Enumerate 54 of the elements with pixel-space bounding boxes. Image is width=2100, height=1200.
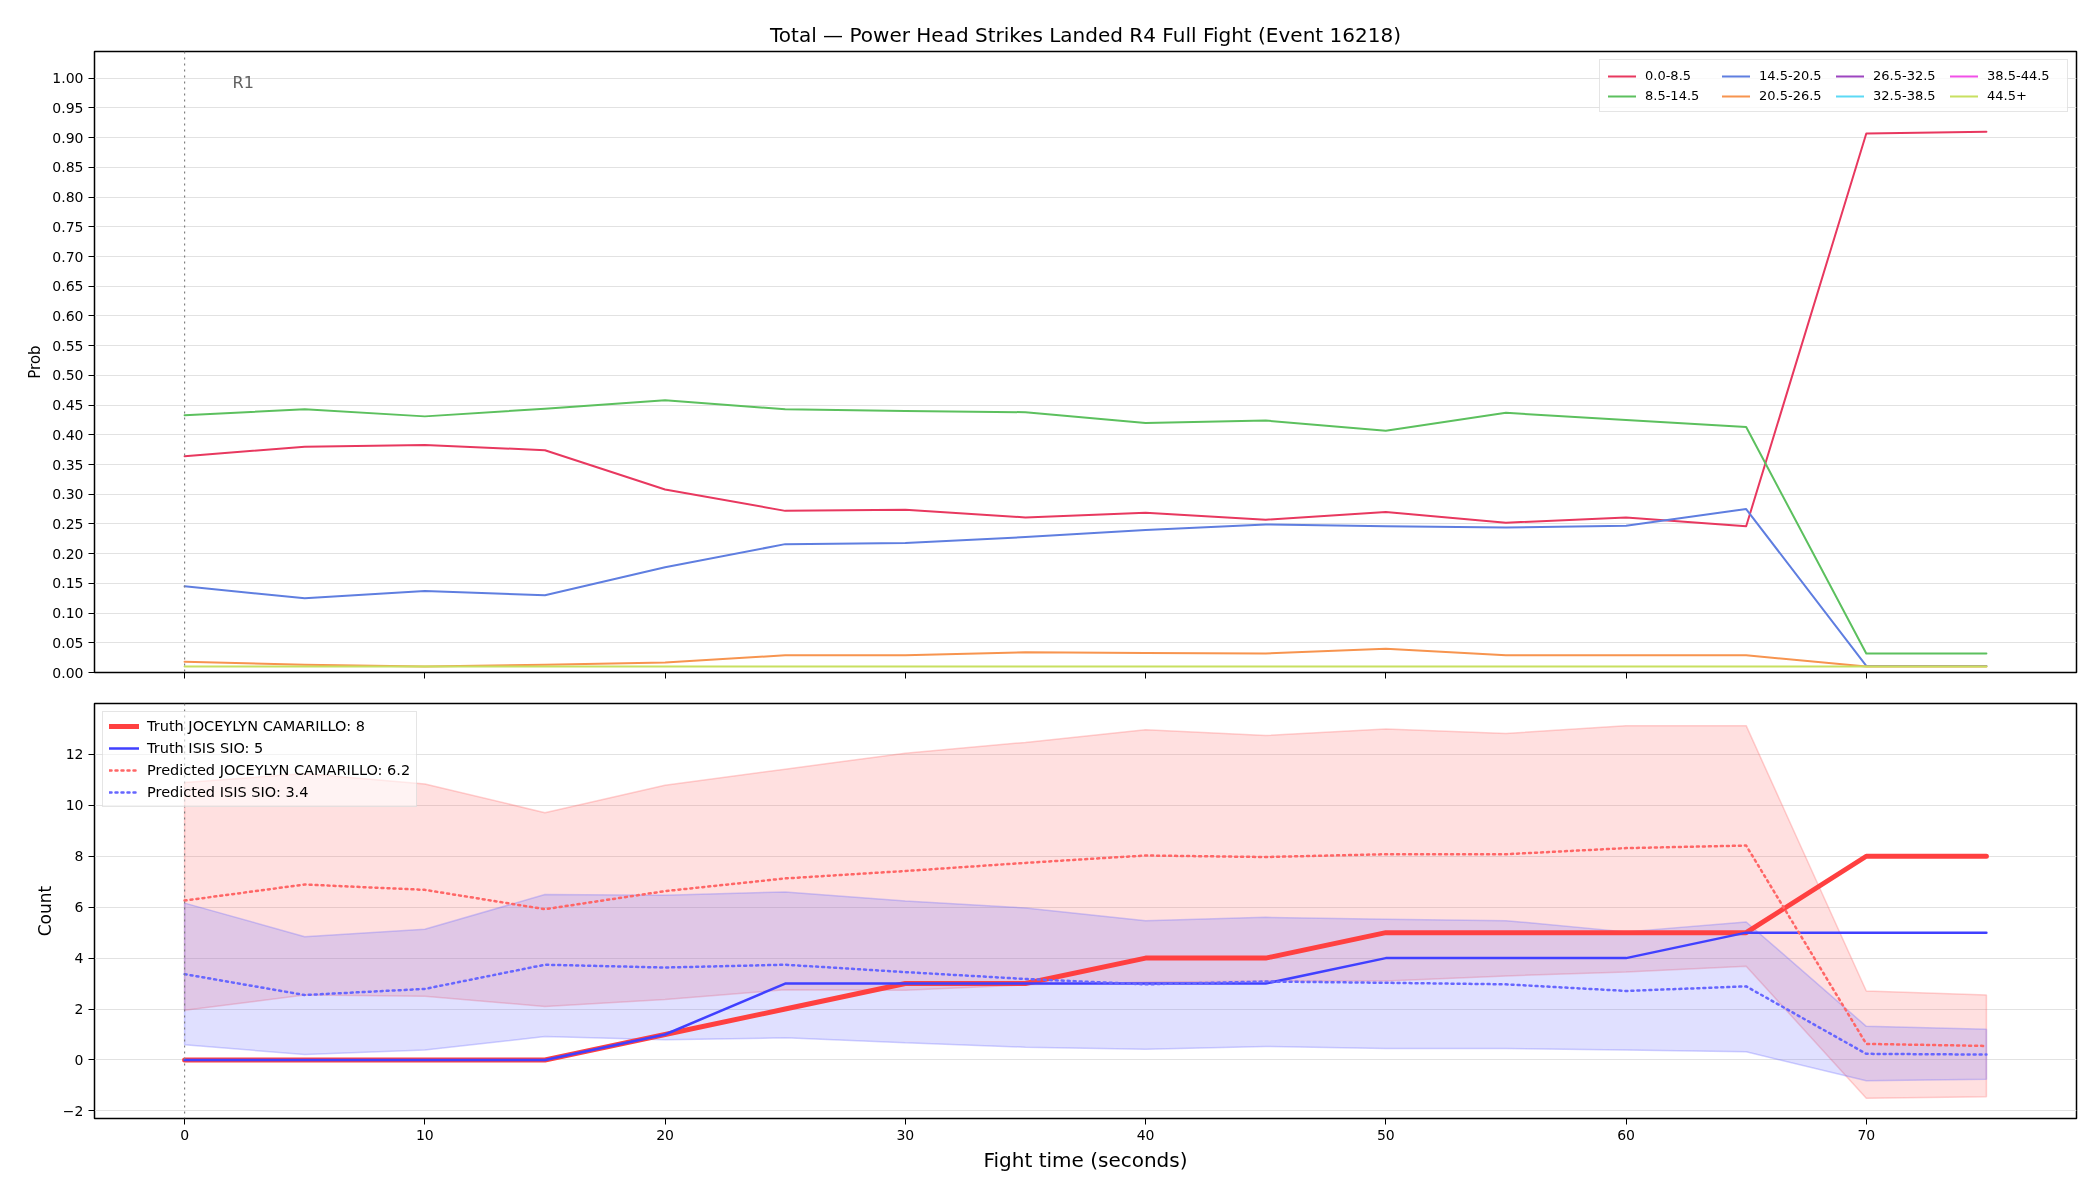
y-axis-title: Count <box>34 885 55 937</box>
x-tick-label: 30 <box>896 1126 915 1143</box>
y-tick-label: 1.00 <box>52 70 84 87</box>
x-tick-label: 60 <box>1617 1126 1635 1143</box>
y-tick-label: 0.25 <box>52 515 84 532</box>
y-tick-label: 0.70 <box>52 248 84 265</box>
legend-label: 26.5-32.5 <box>1873 68 1937 83</box>
y-tick-label: 10 <box>65 797 84 814</box>
y-tick-label: 0.55 <box>52 337 84 354</box>
y-tick-label: 0.00 <box>52 664 84 681</box>
legend-label: 32.5-38.5 <box>1873 88 1937 103</box>
y-tick-label: 0.30 <box>52 486 84 503</box>
x-tick-label: 0 <box>180 1126 190 1143</box>
y-tick-label: 6 <box>74 899 84 916</box>
y-tick-label: −2 <box>62 1102 84 1119</box>
legend-label: Predicted JOCEYLYN CAMARILLO: 6.2 <box>147 762 411 778</box>
y-tick-label: 0.40 <box>52 426 84 443</box>
y-tick-label: 8 <box>74 848 84 865</box>
ref-line-label: R1 <box>232 73 254 93</box>
legend-label: 14.5-20.5 <box>1759 68 1823 83</box>
legend-label: 8.5-14.5 <box>1645 88 1701 103</box>
legend-label: Predicted ISIS SIO: 3.4 <box>147 784 309 800</box>
legend-label: 0.0-8.5 <box>1645 68 1693 83</box>
x-tick-label: 10 <box>415 1126 434 1143</box>
x-tick-label: 50 <box>1376 1126 1395 1143</box>
y-tick-label: 0.15 <box>52 575 84 592</box>
x-tick-label: 20 <box>656 1126 674 1143</box>
y-tick-label: 0.05 <box>52 634 84 651</box>
legend-label: Truth JOCEYLYN CAMARILLO: 8 <box>147 718 366 734</box>
y-tick-label: 0.50 <box>52 367 84 384</box>
y-tick-label: 0.90 <box>52 129 84 146</box>
y-tick-label: 0.75 <box>52 218 84 235</box>
legend-label: 20.5-26.5 <box>1759 88 1823 103</box>
y-axis-title: Prob <box>26 345 45 379</box>
y-tick-label: 0.95 <box>52 99 84 116</box>
y-tick-label: 0 <box>74 1051 84 1068</box>
x-axis-title: Fight time (seconds) <box>983 1147 1188 1172</box>
legend-label: 38.5-44.5 <box>1987 68 2051 83</box>
y-tick-label: 0.60 <box>52 307 84 324</box>
y-tick-label: 0.65 <box>52 278 84 295</box>
y-tick-label: 0.35 <box>52 456 84 473</box>
y-tick-label: 0.20 <box>52 545 84 562</box>
chart-title: Total — Power Head Strikes Landed R4 Full Fight (Event 16218) <box>769 22 1401 47</box>
x-tick-label: 70 <box>1857 1126 1876 1143</box>
y-tick-label: 0.85 <box>52 159 84 176</box>
legend-label: Truth ISIS SIO: 5 <box>147 740 264 756</box>
y-tick-label: 2 <box>74 1001 84 1018</box>
x-tick-label: 40 <box>1136 1126 1155 1143</box>
y-tick-label: 4 <box>74 950 84 967</box>
y-tick-label: 0.80 <box>52 189 84 206</box>
y-tick-label: 0.45 <box>52 397 84 414</box>
y-tick-label: 12 <box>65 746 84 763</box>
legend-label: 44.5+ <box>1987 88 2028 103</box>
y-tick-label: 0.10 <box>52 605 84 622</box>
